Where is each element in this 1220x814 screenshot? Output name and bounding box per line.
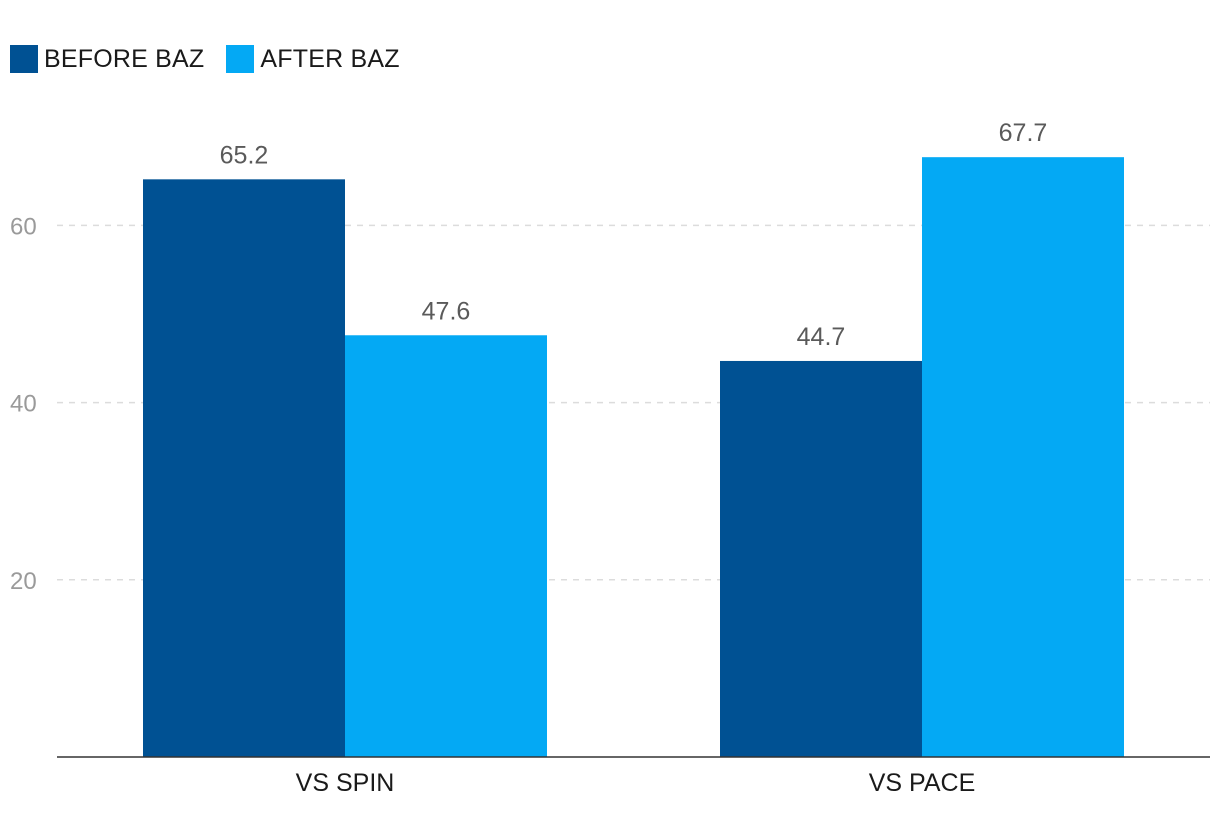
value-label-after-pace: 67.7: [999, 119, 1048, 147]
bar-after-pace: [922, 157, 1124, 758]
legend-item-after: AFTER BAZ: [226, 45, 399, 74]
legend-item-before: BEFORE BAZ: [10, 45, 204, 74]
y-tick-label-40: 40: [10, 391, 37, 418]
bar-after-spin: [345, 335, 547, 757]
bar-before-spin: [143, 179, 345, 757]
x-category-label-pace: VS PACE: [869, 769, 976, 797]
bar-before-pace: [720, 360, 922, 757]
legend-label-before: BEFORE BAZ: [44, 44, 205, 73]
x-category-label-spin: VS SPIN: [296, 769, 395, 797]
y-tick-label-20: 20: [10, 568, 37, 595]
value-label-after-spin: 47.6: [422, 297, 471, 325]
legend-swatch-before: [10, 45, 38, 73]
value-label-before-pace: 44.7: [797, 323, 846, 351]
legend-swatch-after: [226, 45, 255, 73]
value-label-before-spin: 65.2: [220, 141, 269, 169]
legend-label-after: AFTER BAZ: [260, 44, 400, 73]
legend: BEFORE BAZ AFTER BAZ: [10, 44, 422, 74]
y-tick-label-60: 60: [10, 213, 37, 240]
